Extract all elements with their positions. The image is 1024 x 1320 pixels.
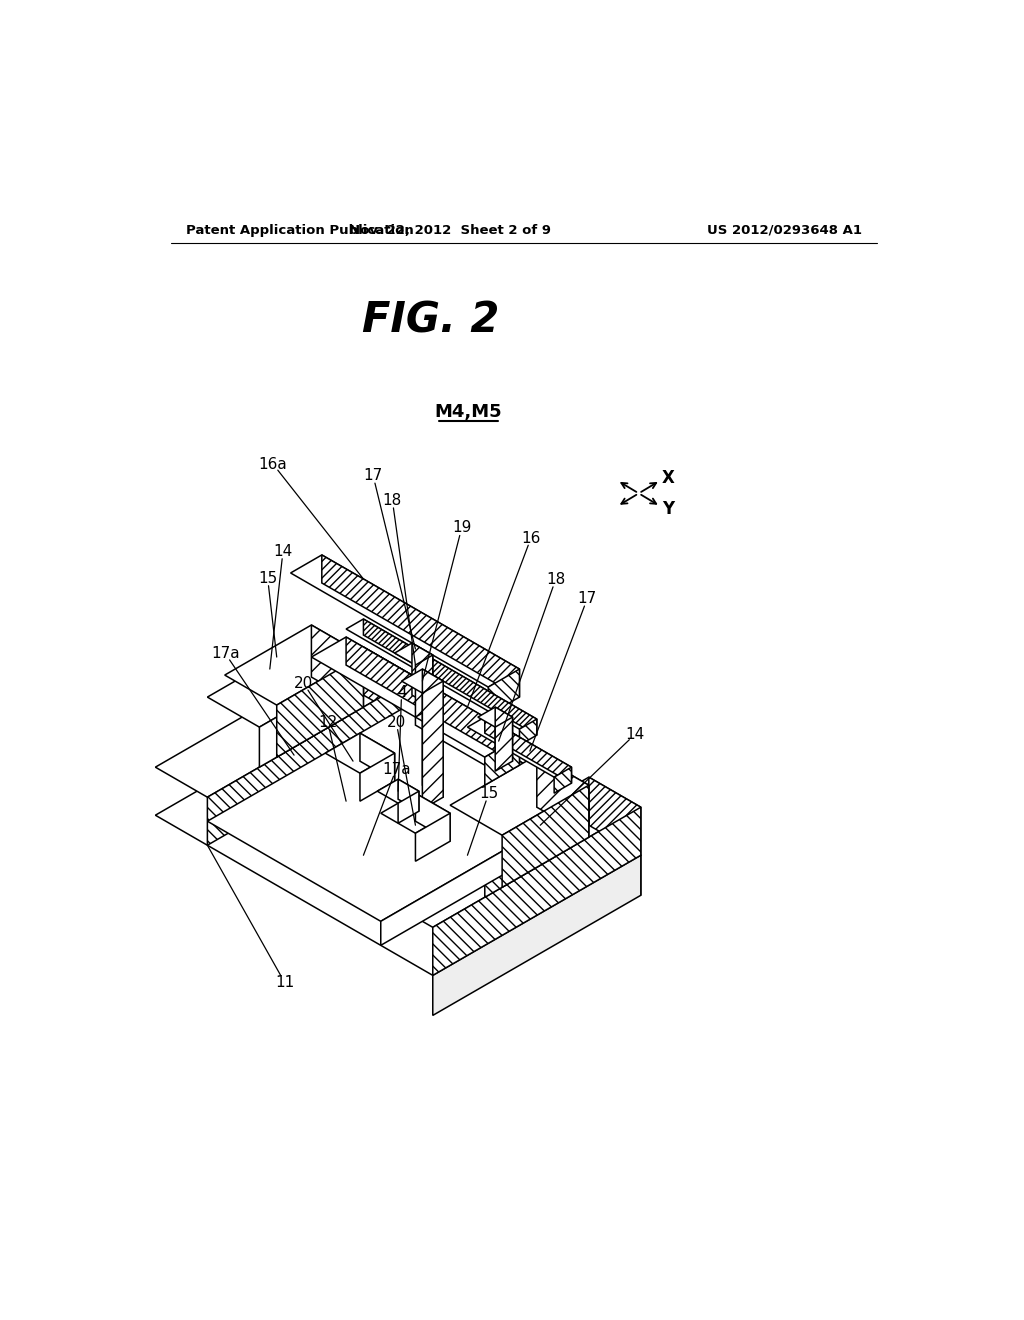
- Polygon shape: [416, 793, 451, 841]
- Text: 11: 11: [274, 974, 294, 990]
- Polygon shape: [364, 647, 416, 725]
- Polygon shape: [156, 696, 641, 975]
- Polygon shape: [496, 717, 513, 771]
- Text: FIG. 2: FIG. 2: [362, 300, 500, 341]
- Polygon shape: [502, 785, 589, 887]
- Polygon shape: [537, 755, 589, 837]
- Text: 17a: 17a: [211, 645, 240, 661]
- Polygon shape: [311, 638, 519, 758]
- Text: 12: 12: [318, 714, 337, 730]
- Text: 14: 14: [626, 727, 644, 742]
- Polygon shape: [433, 777, 571, 857]
- Text: 19: 19: [452, 520, 471, 536]
- Polygon shape: [360, 754, 394, 801]
- Polygon shape: [326, 733, 394, 774]
- Polygon shape: [412, 643, 433, 708]
- Polygon shape: [484, 808, 571, 898]
- Polygon shape: [416, 655, 433, 717]
- Polygon shape: [294, 647, 346, 717]
- Polygon shape: [467, 717, 571, 777]
- Polygon shape: [422, 681, 443, 809]
- Text: 16a: 16a: [259, 457, 288, 471]
- Polygon shape: [416, 813, 451, 861]
- Polygon shape: [589, 777, 641, 855]
- Polygon shape: [276, 655, 364, 758]
- Polygon shape: [433, 855, 641, 1015]
- Polygon shape: [398, 779, 419, 812]
- Polygon shape: [484, 717, 571, 783]
- Text: 18: 18: [546, 572, 565, 587]
- Polygon shape: [496, 708, 513, 762]
- Text: 4: 4: [396, 685, 407, 700]
- Polygon shape: [208, 647, 346, 727]
- Polygon shape: [364, 619, 537, 735]
- Polygon shape: [360, 733, 394, 781]
- Text: 17: 17: [364, 469, 383, 483]
- Polygon shape: [291, 554, 519, 688]
- Polygon shape: [381, 801, 589, 945]
- Text: Patent Application Publication: Patent Application Publication: [186, 223, 414, 236]
- Text: 14: 14: [273, 544, 293, 558]
- Polygon shape: [346, 619, 537, 729]
- Polygon shape: [519, 719, 537, 744]
- Polygon shape: [401, 669, 443, 693]
- Polygon shape: [478, 708, 513, 727]
- Text: 20: 20: [387, 714, 406, 730]
- Text: M4,M5: M4,M5: [434, 404, 502, 421]
- Text: US 2012/0293648 A1: US 2012/0293648 A1: [707, 223, 862, 236]
- Polygon shape: [451, 755, 589, 836]
- Polygon shape: [484, 737, 519, 785]
- Polygon shape: [208, 701, 589, 921]
- Text: 17a: 17a: [382, 762, 411, 776]
- Polygon shape: [416, 701, 589, 825]
- Text: 15: 15: [258, 570, 278, 586]
- Polygon shape: [311, 626, 364, 708]
- Polygon shape: [346, 638, 519, 766]
- Polygon shape: [224, 626, 364, 705]
- Polygon shape: [156, 647, 416, 797]
- Text: 18: 18: [383, 492, 402, 508]
- Polygon shape: [208, 677, 416, 845]
- Text: 15: 15: [479, 787, 499, 801]
- Polygon shape: [488, 669, 519, 715]
- Polygon shape: [394, 643, 433, 665]
- Polygon shape: [554, 767, 571, 793]
- Polygon shape: [433, 808, 641, 975]
- Text: 20: 20: [294, 676, 313, 692]
- Text: 16: 16: [521, 531, 541, 545]
- Polygon shape: [381, 793, 451, 833]
- Text: 17: 17: [578, 591, 597, 606]
- Text: X: X: [662, 469, 675, 487]
- Polygon shape: [259, 677, 346, 767]
- Polygon shape: [398, 791, 419, 824]
- Text: Y: Y: [662, 499, 674, 517]
- Polygon shape: [381, 777, 641, 928]
- Text: Nov. 22, 2012  Sheet 2 of 9: Nov. 22, 2012 Sheet 2 of 9: [349, 223, 551, 236]
- Polygon shape: [519, 777, 571, 847]
- Polygon shape: [364, 696, 641, 895]
- Polygon shape: [422, 669, 443, 797]
- Polygon shape: [322, 554, 519, 697]
- Polygon shape: [377, 779, 419, 803]
